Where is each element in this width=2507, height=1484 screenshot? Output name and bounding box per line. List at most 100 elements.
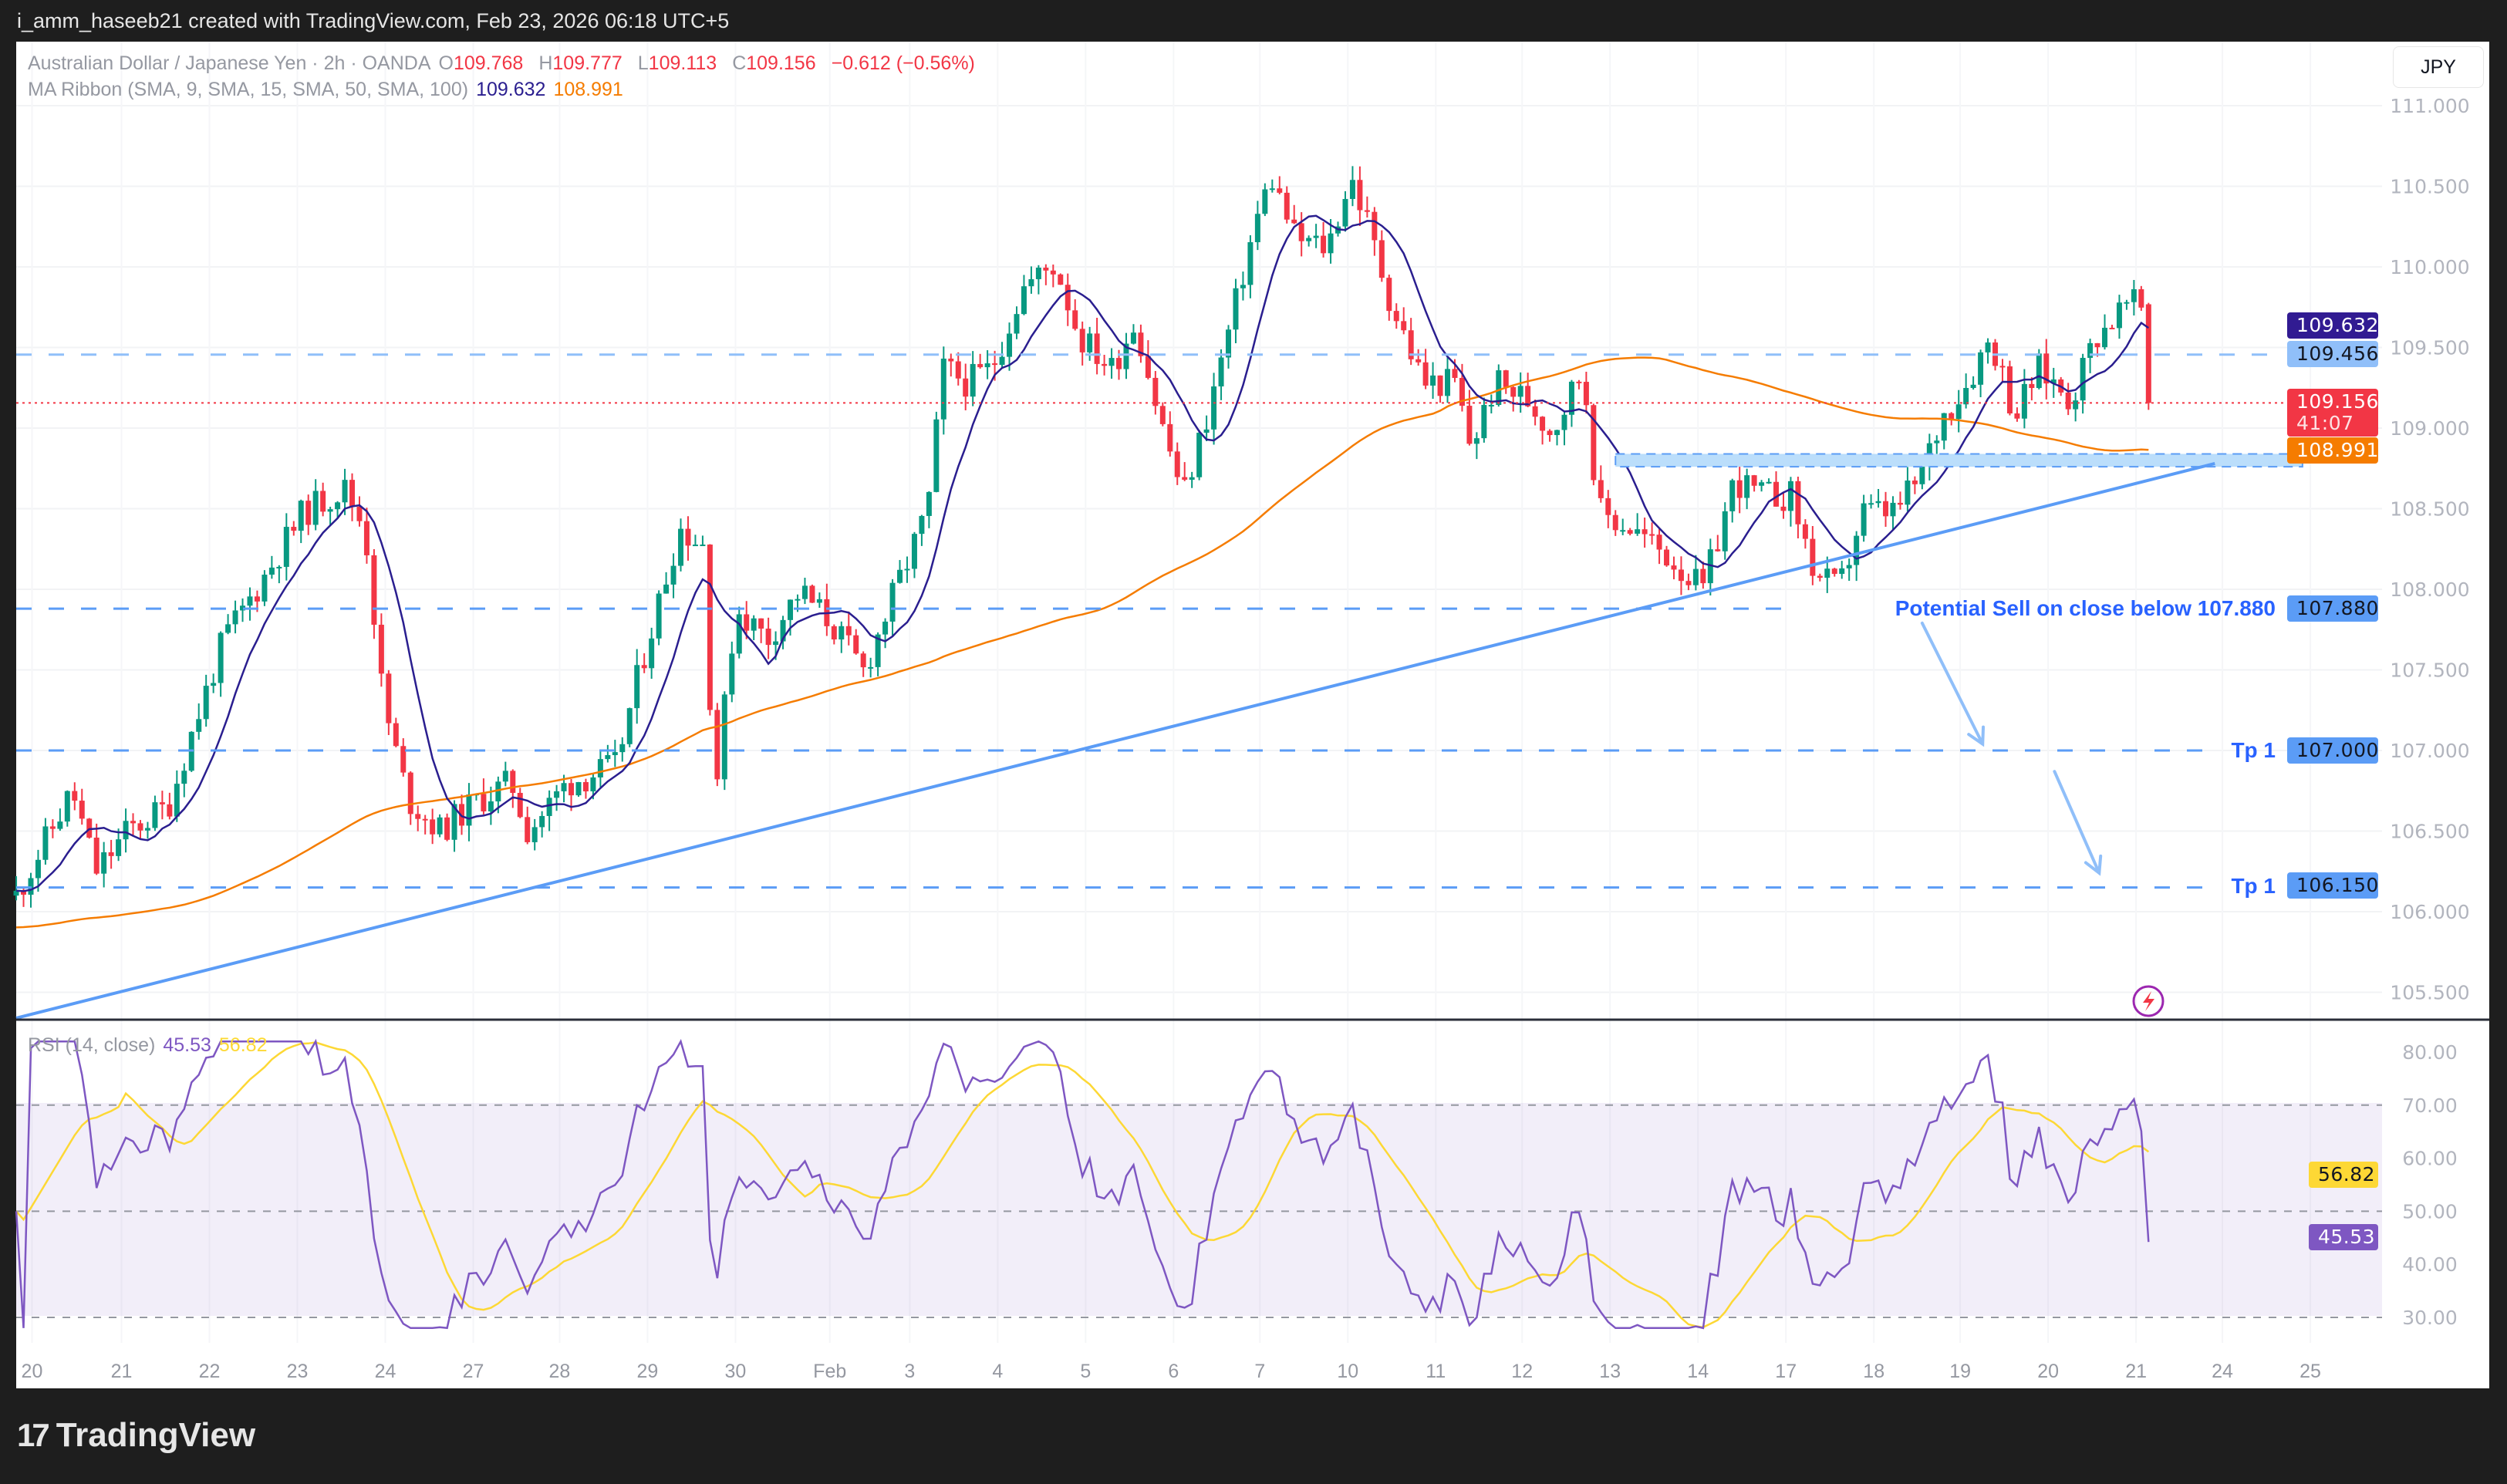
candle [1627, 530, 1633, 534]
tp2-annotation[interactable]: Tp 1 [2231, 874, 2276, 898]
candle [1401, 321, 1407, 331]
time-tick: 18 [1863, 1361, 1884, 1382]
candle [93, 837, 100, 874]
candle [488, 801, 494, 811]
currency-button[interactable]: JPY [2393, 46, 2484, 88]
moving-averages [16, 214, 2150, 929]
time-tick: 13 [1599, 1361, 1621, 1382]
drawings[interactable] [15, 353, 2303, 1020]
candle [1058, 274, 1064, 285]
candle [363, 521, 369, 555]
candle [312, 491, 319, 525]
time-tick: 12 [1511, 1361, 1533, 1382]
candle [1568, 381, 1574, 415]
rsi-tick: 50.00 [2402, 1200, 2458, 1223]
ma-slow-value: 108.991 [553, 79, 623, 100]
candle [123, 821, 129, 840]
candle [1759, 482, 1765, 486]
candle [868, 666, 874, 669]
candle [1422, 362, 1429, 386]
candle [1824, 568, 1830, 578]
candle [744, 614, 750, 631]
candle [1787, 481, 1793, 511]
candle [707, 545, 713, 710]
rsi-axis[interactable]: 80.00 70.00 60.00 50.00 40.00 30.00 [2402, 1041, 2458, 1329]
candle [2029, 383, 2035, 389]
candle [2124, 302, 2130, 304]
candle [430, 819, 436, 835]
candle [1452, 369, 1458, 378]
candle [159, 802, 165, 804]
candle [1328, 233, 1334, 254]
candle [254, 596, 260, 602]
candle [1174, 451, 1180, 477]
candle [582, 781, 589, 791]
candle [1408, 330, 1414, 359]
candle [298, 501, 304, 531]
time-tick: 24 [2212, 1361, 2233, 1382]
candle [218, 632, 224, 683]
candle [575, 781, 582, 796]
candle [502, 771, 508, 782]
time-axis[interactable]: 20 21 22 23 24 27 28 29 30 Feb 3 4 5 6 7 10 11 12 13 14 17 18… [22, 1361, 2321, 1382]
candle [1007, 333, 1013, 357]
candle [1810, 538, 1816, 576]
rsi-legend[interactable]: RSI (14, close) 45.53 56.82 [28, 1034, 275, 1057]
rsi-title: RSI (14, close) [28, 1034, 156, 1056]
resistance-zone[interactable] [1615, 453, 2303, 468]
candle [1481, 405, 1487, 439]
time-tick: 3 [904, 1361, 915, 1382]
candle [327, 509, 333, 512]
candle [1378, 240, 1385, 278]
down-arrow[interactable] [2053, 770, 2103, 876]
time-tick: 23 [287, 1361, 309, 1382]
candle [1700, 568, 1706, 584]
candle [21, 890, 27, 895]
candle [546, 798, 552, 816]
candle [612, 752, 618, 755]
candle [1854, 535, 1860, 565]
candle [1656, 535, 1662, 550]
candle [1306, 238, 1312, 241]
price-tick: 109.000 [2390, 417, 2469, 440]
candle [634, 665, 640, 709]
candle [400, 746, 407, 773]
candle [495, 781, 501, 801]
trendline[interactable] [15, 462, 2215, 1020]
candle [933, 419, 940, 492]
price-tick: 106.000 [2390, 901, 2469, 923]
candle [1079, 329, 1085, 352]
price-tick: 105.500 [2390, 982, 2469, 1004]
down-arrow[interactable] [1920, 621, 1986, 747]
candle [13, 890, 19, 896]
candle [1035, 268, 1041, 279]
candle [1919, 465, 1925, 484]
time-tick: 4 [992, 1361, 1003, 1382]
candle [729, 653, 735, 695]
price-axis[interactable]: 111.000 110.500 110.000 109.500 109.000 108.5… [2390, 95, 2469, 1004]
tp1-annotation[interactable]: Tp 1 [2231, 738, 2276, 762]
symbol-legend[interactable]: Australian Dollar / Japanese Yen · 2h · … [28, 52, 975, 74]
price-tick: 110.000 [2390, 256, 2469, 278]
candle [1218, 357, 1224, 386]
candle [838, 626, 845, 640]
candle [305, 501, 312, 525]
tv-logo-icon: 17 [17, 1417, 50, 1453]
candle [911, 534, 917, 569]
candle [1050, 270, 1056, 275]
tradingview-logo[interactable]: 17 TradingView [17, 1416, 255, 1455]
sell-annotation[interactable]: Potential Sell on close below 107.880 [1895, 596, 2276, 620]
candle [1517, 386, 1523, 397]
candle [203, 686, 209, 720]
time-tick: 11 [1426, 1361, 1446, 1382]
candle [181, 771, 187, 784]
candle [1649, 534, 1655, 536]
candle [700, 545, 706, 547]
lightning-icon[interactable] [2132, 985, 2165, 1017]
candle [49, 826, 56, 829]
candle [268, 567, 275, 575]
candle [1766, 481, 1772, 484]
ma-ribbon-legend[interactable]: MA Ribbon (SMA, 9, SMA, 15, SMA, 50, SMA… [28, 79, 631, 101]
candle [2109, 327, 2115, 329]
